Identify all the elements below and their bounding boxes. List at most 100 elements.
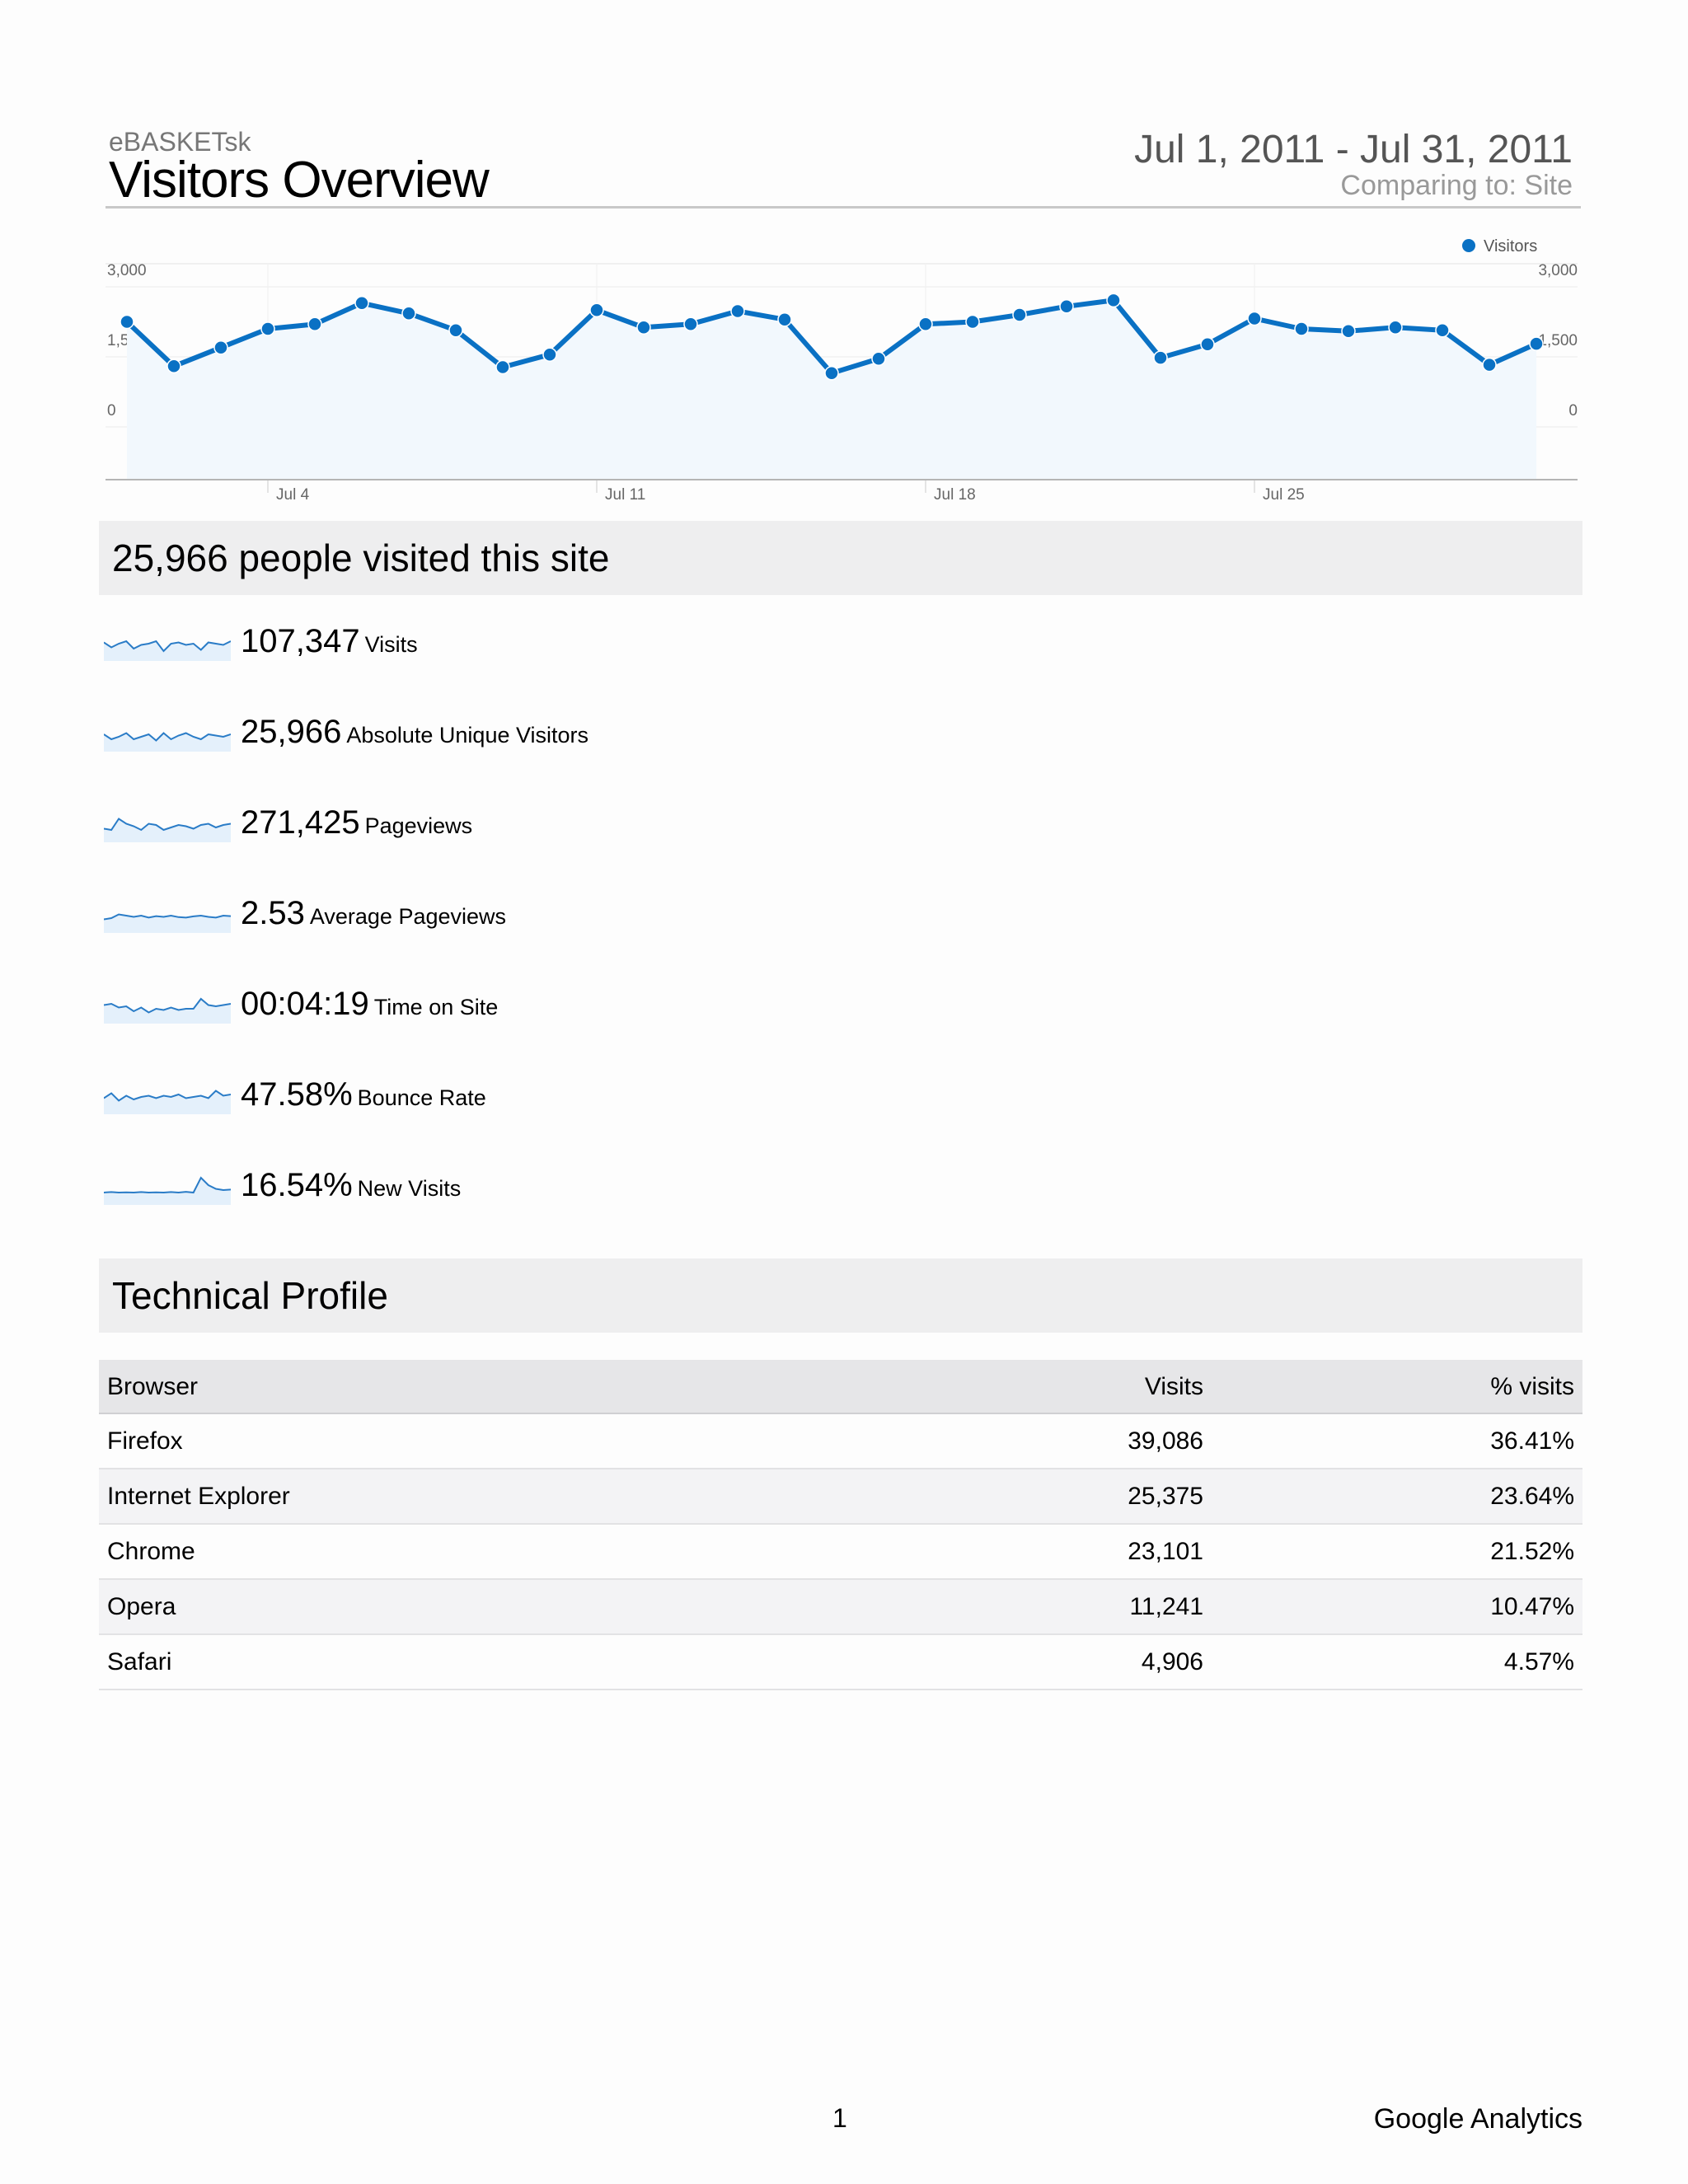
metric-value-group: 271,425 Pageviews [241,804,472,841]
cell-visits: 4,906 [1141,1648,1203,1675]
table-row: Chrome 23,101 21.52% [99,1525,1582,1580]
legend-label: Visitors [1484,237,1537,255]
cell-pct-visits: 23.64% [1490,1483,1574,1510]
table-row: Firefox 39,086 36.41% [99,1414,1582,1469]
metric-row: 271,425 Pageviews [104,801,928,851]
visitors-chart: 3,000 3,000 1,500 1,500 0 0 Jul 4 Jul 11 Jul 18 J… [102,229,1586,509]
metric-row: 2.53 Average Pageviews [104,892,928,941]
data-point [589,302,604,318]
cell-browser: Chrome [107,1538,195,1565]
sparkline-line [104,1176,231,1194]
metric-label: Bounce Rate [357,1085,486,1110]
sparkline-line [104,640,231,653]
metric-label: Time on Site [373,995,499,1019]
metric-row: 16.54% New Visits [104,1164,928,1213]
metric-sparkline [104,640,231,661]
sparkline-area [104,914,231,933]
metric-sparkline [104,1090,231,1114]
data-point [1153,350,1168,365]
data-point [495,359,510,375]
cell-visits: 25,375 [1128,1483,1203,1510]
column-header-pct-visits: % visits [1490,1373,1574,1400]
column-header-browser: Browser [107,1373,199,1400]
summary-section-bar: 25,966 people visited this site [99,521,1582,595]
metric-value: 271,425 [241,804,360,841]
sparkline-line [104,997,231,1014]
metric-row: 107,347 Visits [104,620,928,669]
metric-value-group: 16.54% New Visits [241,1167,461,1204]
cell-pct-visits: 4.57% [1503,1648,1574,1675]
date-range: Jul 1, 2011 - Jul 31, 2011 [1134,128,1573,171]
metric-value: 47.58% [241,1076,353,1113]
metric-value-group: 25,966 Absolute Unique Visitors [241,714,588,751]
data-point [307,316,322,332]
x-tick-label: Jul 18 [934,486,976,504]
data-point [401,306,416,321]
column-header-visits: Visits [1144,1373,1203,1400]
metric-label: Average Pageviews [309,904,507,929]
metric-label: New Visits [357,1176,462,1201]
metric-row: 25,966 Absolute Unique Visitors [104,710,928,760]
sparkline-line [104,913,231,921]
cell-visits: 39,086 [1128,1427,1203,1455]
table-row: Opera 11,241 10.47% [99,1580,1582,1635]
metric-row: 00:04:19 Time on Site [104,982,928,1032]
metric-value-group: 00:04:19 Time on Site [241,986,498,1023]
table-row: Internet Explorer 25,375 23.64% [99,1469,1582,1525]
y-tick-label-left: 0 [107,402,116,419]
report-header: eBASKETsk Visitors Overview Jul 1, 2011 … [106,124,1581,209]
data-point [1012,307,1027,322]
browser-table: Browser Visits % visits Firefox 39,086 36.… [99,1360,1582,1690]
x-tick-label: Jul 25 [1263,486,1305,504]
sparkline-line [104,818,231,832]
sparkline-area [104,641,231,661]
y-tick-label-right: 0 [1568,402,1578,419]
cell-browser: Safari [107,1648,172,1675]
page-number: 1 [832,2103,847,2133]
metric-value: 16.54% [241,1167,353,1203]
metric-sparkline [104,913,231,933]
metric-sparkline [104,997,231,1024]
page-title: Visitors Overview [109,152,490,209]
sparkline-area [104,999,231,1024]
metric-value-group: 47.58% Bounce Rate [241,1076,486,1113]
metric-row: 47.58% Bounce Rate [104,1073,928,1122]
table-row: Safari 4,906 4.57% [99,1635,1582,1690]
footer-brand: Google Analytics [1373,2103,1582,2135]
metric-value: 00:04:19 [241,986,369,1022]
data-point [1482,357,1497,373]
technical-section-bar: Technical Profile [99,1258,1582,1333]
sparkline-line [104,732,231,742]
data-point [777,312,792,327]
data-point [636,320,651,335]
sparkline-line [104,1090,231,1102]
legend-marker [1462,239,1475,252]
data-point [1247,311,1262,326]
y-tick-label-right: 1,500 [1538,332,1578,349]
cell-pct-visits: 10.47% [1490,1593,1574,1620]
comparing-label: Comparing to: Site [1340,170,1573,201]
data-point [1388,320,1403,335]
sparkline-area [104,733,231,752]
data-point [120,314,134,330]
data-point [1529,336,1544,351]
cell-visits: 23,101 [1128,1538,1203,1565]
data-point [730,303,745,319]
metric-value-group: 107,347 Visits [241,623,418,660]
cell-browser: Opera [107,1593,176,1620]
data-point [354,296,369,311]
cell-browser: Firefox [107,1427,183,1455]
cell-pct-visits: 21.52% [1490,1538,1574,1565]
data-point [448,322,463,338]
metric-value-group: 2.53 Average Pageviews [241,895,506,932]
metric-sparkline [104,818,231,842]
site-name: eBASKETsk [109,127,251,157]
y-tick-label-left: 3,000 [107,262,147,279]
summary-heading: 25,966 people visited this site [112,537,610,579]
metric-sparkline [104,1176,231,1205]
metric-value: 25,966 [241,714,342,750]
sparkline-area [104,1178,231,1205]
series-area [127,300,1536,480]
metric-value: 2.53 [241,895,305,931]
